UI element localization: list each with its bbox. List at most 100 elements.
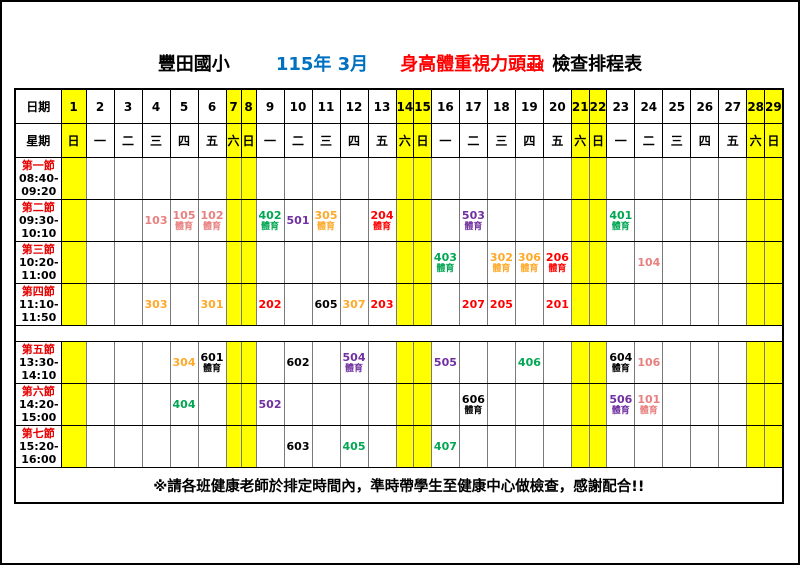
schedule-cell — [662, 341, 692, 384]
schedule-cell — [588, 157, 608, 200]
schedule-cell — [169, 157, 199, 200]
schedule-cell — [85, 241, 115, 284]
class-entry: 304 — [172, 355, 196, 369]
date-header-cell: 2 — [85, 88, 115, 124]
date-header-cell: 8 — [240, 88, 257, 124]
pe-label: 體育 — [611, 363, 630, 374]
schedule-cell — [240, 425, 257, 468]
schedule-cell — [85, 341, 115, 384]
weekday-cell: 一 — [606, 123, 636, 158]
schedule-cell: 402 體育 — [255, 199, 285, 242]
schedule-cell — [113, 383, 143, 426]
schedule-cell: 201 — [542, 283, 572, 326]
weekday-cell: 日 — [588, 123, 608, 158]
schedule-cell — [339, 157, 369, 200]
schedule-cell — [113, 241, 143, 284]
schedule-table: 日期 1 2 3 4 5 6 7 8 9 10 11 12 13 14 15 16 17 18 19 20 21 22 23 2… — [14, 88, 784, 504]
weekday-cell: 二 — [283, 123, 313, 158]
schedule-cell: 306 體育 — [514, 241, 544, 284]
class-entry: 606 — [461, 392, 485, 406]
weekday-cell: 六 — [225, 123, 242, 158]
schedule-cell — [542, 341, 572, 384]
date-header-cell: 3 — [113, 88, 143, 124]
date-header-cell: 11 — [311, 88, 341, 124]
period-label: 第七節 15:20- 16:00 — [14, 425, 62, 468]
class-entry: 105 — [172, 208, 196, 222]
schedule-cell: 302 體育 — [486, 241, 516, 284]
schedule-cell — [255, 341, 285, 384]
period-time-start: 13:30- — [18, 356, 59, 369]
period-name: 第六節 — [21, 385, 55, 398]
schedule-cell — [588, 341, 608, 384]
schedule-cell: 406 — [514, 341, 544, 384]
class-entry: 405 — [342, 439, 366, 453]
schedule-cell — [60, 341, 87, 384]
schedule-cell — [430, 383, 460, 426]
schedule-cell: 105 體育 — [169, 199, 199, 242]
schedule-cell — [395, 383, 415, 426]
period-row: 第六節 14:20- 15:00 404 502 606 體育 506 體育 101 體育 — [14, 383, 784, 426]
schedule-cell — [606, 283, 636, 326]
schedule-cell — [764, 199, 784, 242]
schedule-cell — [662, 425, 692, 468]
date-header-cell: 23 — [606, 88, 636, 124]
class-entry: 407 — [433, 439, 457, 453]
weekday-cell: 二 — [634, 123, 664, 158]
date-header-cell: 25 — [662, 88, 692, 124]
schedule-cell — [514, 425, 544, 468]
schedule-cell — [339, 383, 369, 426]
period-name: 第一節 — [21, 159, 55, 172]
schedule-cell — [588, 425, 608, 468]
schedule-cell — [413, 157, 432, 200]
schedule-cell — [311, 341, 341, 384]
schedule-cell — [60, 199, 87, 242]
class-entry: 103 — [144, 213, 168, 227]
schedule-cell — [169, 425, 199, 468]
schedule-cell — [718, 199, 748, 242]
schedule-cell: 203 — [367, 283, 397, 326]
schedule-cell — [255, 157, 285, 200]
schedule-cell — [430, 283, 460, 326]
period-row: 第五節 13:30- 14:10 304 601 體育 602 504 體育 505 406 604 體… — [14, 341, 784, 384]
schedule-cell: 204 體育 — [367, 199, 397, 242]
page-title: 豐田國小 115年 3月 身高體重視力頭蝨 檢查排程表 — [2, 50, 798, 76]
date-header-cell: 19 — [514, 88, 544, 124]
schedule-cell — [764, 157, 784, 200]
schedule-cell — [141, 157, 171, 200]
schedule-cell — [718, 283, 748, 326]
schedule-cell — [85, 199, 115, 242]
date-header-cell: 1 — [60, 88, 87, 124]
title-suffix: 檢查排程表 — [552, 54, 643, 75]
schedule-cell — [542, 157, 572, 200]
date-header-cell: 27 — [718, 88, 748, 124]
schedule-cell — [634, 283, 664, 326]
schedule-cell: 304 — [169, 341, 199, 384]
date-header-cell: 10 — [283, 88, 313, 124]
period-time-start: 08:40- — [18, 172, 59, 185]
schedule-cell — [240, 283, 257, 326]
weekday-cell: 五 — [367, 123, 397, 158]
schedule-cell — [225, 241, 242, 284]
schedule-cell — [718, 241, 748, 284]
schedule-cell: 405 — [339, 425, 369, 468]
period-name: 第七節 — [21, 427, 55, 440]
schedule-cell — [255, 425, 285, 468]
schedule-cell — [197, 425, 227, 468]
pe-label: 體育 — [316, 221, 335, 232]
schedule-cell — [570, 199, 590, 242]
schedule-cell — [413, 425, 432, 468]
weekday-cell: 一 — [85, 123, 115, 158]
date-header-cell: 12 — [339, 88, 369, 124]
period-time-start: 11:10- — [18, 298, 59, 311]
weekday-cell: 三 — [141, 123, 171, 158]
schedule-cell — [430, 199, 460, 242]
schedule-cell — [570, 157, 590, 200]
schedule-cell — [60, 383, 87, 426]
date-header-cell: 15 — [413, 88, 432, 124]
class-entry: 503 — [461, 208, 485, 222]
weekday-cell: 五 — [718, 123, 748, 158]
schedule-cell — [85, 383, 115, 426]
schedule-cell — [141, 383, 171, 426]
period-label: 第二節 09:30- 10:10 — [14, 199, 62, 242]
class-entry: 602 — [286, 355, 310, 369]
